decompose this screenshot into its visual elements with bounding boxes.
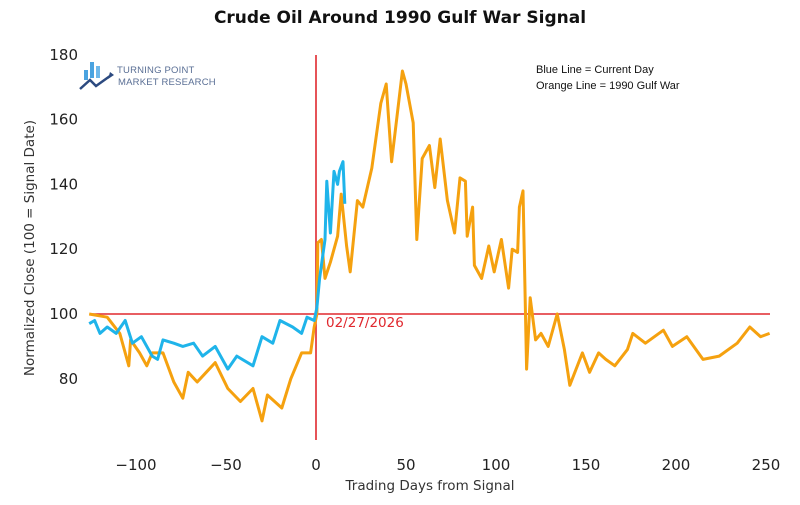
x-tick-label: 200 [662,456,691,474]
y-tick-label: 100 [49,305,78,323]
y-tick-label: 180 [49,46,78,64]
logo-bars-icon [79,62,114,90]
y-tick-label: 80 [59,370,78,388]
x-axis-label: Trading Days from Signal [345,478,515,494]
x-tick-label: 150 [572,456,601,474]
x-tick-label: 250 [752,456,781,474]
legend-note-blue: Blue Line = Current Day [536,64,654,76]
y-tick-label: 120 [49,240,78,258]
x-tick-label: 50 [396,456,415,474]
x-tick-label: −50 [210,456,242,474]
company-logo: TURNING POINT MARKET RESEARCH [79,62,216,90]
logo-text-line1: TURNING POINT [117,65,195,76]
x-tick-label: −100 [115,456,156,474]
blue-series-line [88,160,347,371]
x-tick-label: 100 [482,456,511,474]
chart-title: Crude Oil Around 1990 Gulf War Signal [213,8,587,28]
y-tick-label: 140 [49,175,78,193]
legend-note-orange: Orange Line = 1990 Gulf War [536,80,680,92]
logo-text-line2: MARKET RESEARCH [118,77,216,88]
x-tick-label: 0 [311,456,321,474]
signal-date-label: 02/27/2026 [326,315,404,331]
y-axis-label: Normalized Close (100 = Signal Date) [22,120,38,376]
y-tick-label: 160 [49,111,78,129]
orange-series-line [88,69,771,423]
